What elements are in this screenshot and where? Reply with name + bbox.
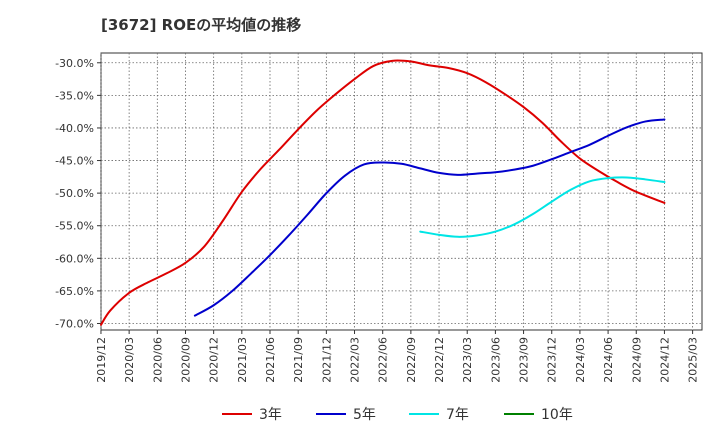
y-tick-label: -30.0% bbox=[55, 57, 94, 70]
y-tick-label: -70.0% bbox=[55, 317, 94, 330]
x-tick-label: 2024/12 bbox=[658, 337, 671, 383]
y-tick-label: -50.0% bbox=[55, 187, 94, 200]
x-tick-label: 2019/12 bbox=[95, 337, 108, 383]
legend: 3年 5年 7年 10年 bbox=[222, 407, 573, 423]
y-axis-ticks: -30.0% -35.0% -40.0% -45.0% -50.0% -55.0% -60.… bbox=[55, 57, 101, 330]
x-tick-label: 2021/06 bbox=[264, 337, 277, 383]
y-tick-label: -65.0% bbox=[55, 285, 94, 298]
legend-label-5年: 5年 bbox=[353, 407, 376, 423]
grid-lines bbox=[100, 53, 702, 330]
series-line-7年 bbox=[419, 176, 666, 238]
y-tick-label: -45.0% bbox=[55, 155, 94, 168]
x-tick-label: 2021/12 bbox=[320, 337, 333, 383]
x-tick-label: 2022/03 bbox=[349, 337, 362, 383]
plot-background bbox=[100, 52, 703, 331]
x-tick-label: 2022/06 bbox=[377, 337, 390, 383]
chart-title: [3672] ROEの平均値の推移 bbox=[101, 16, 302, 34]
x-tick-label: 2020/09 bbox=[179, 337, 192, 383]
legend-label-10年: 10年 bbox=[541, 407, 573, 423]
x-tick-label: 2022/12 bbox=[433, 337, 446, 383]
series-line-5年 bbox=[193, 118, 666, 317]
series-line-3年 bbox=[100, 59, 666, 326]
y-tick-label: -60.0% bbox=[55, 252, 94, 265]
y-tick-label: -40.0% bbox=[55, 122, 94, 135]
x-tick-label: 2020/03 bbox=[123, 337, 136, 383]
x-tick-label: 2023/03 bbox=[461, 337, 474, 383]
x-tick-label: 2021/09 bbox=[292, 337, 305, 383]
legend-label-7年: 7年 bbox=[446, 407, 469, 423]
x-axis-ticks: 2019/12 2020/03 2020/06 2020/09 2020/12 2021/… bbox=[95, 330, 700, 383]
x-tick-label: 2023/12 bbox=[546, 337, 559, 383]
x-tick-label: 2023/06 bbox=[489, 337, 502, 383]
x-tick-label: 2022/09 bbox=[405, 337, 418, 383]
x-tick-label: 2024/06 bbox=[602, 337, 615, 383]
x-tick-label: 2025/03 bbox=[687, 337, 700, 383]
y-tick-label: -35.0% bbox=[55, 89, 94, 102]
x-tick-label: 2020/06 bbox=[151, 337, 164, 383]
legend-label-3年: 3年 bbox=[259, 407, 282, 423]
x-tick-label: 2023/09 bbox=[518, 337, 531, 383]
y-tick-label: -55.0% bbox=[55, 220, 94, 233]
x-tick-label: 2021/03 bbox=[236, 337, 249, 383]
x-tick-label: 2024/09 bbox=[630, 337, 643, 383]
x-tick-label: 2024/03 bbox=[574, 337, 587, 383]
series-lines bbox=[100, 59, 666, 326]
x-tick-label: 2020/12 bbox=[208, 337, 221, 383]
